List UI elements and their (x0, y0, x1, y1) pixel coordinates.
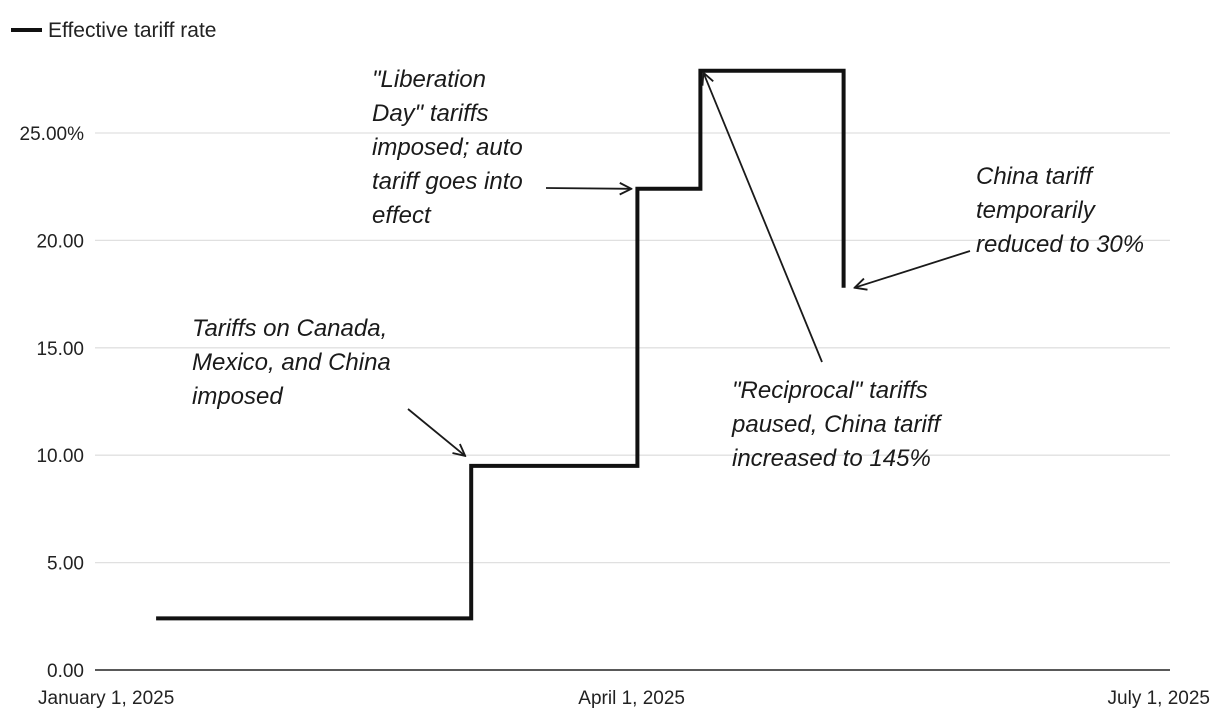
annotation: China tariff temporarily reduced to 30% (855, 163, 1144, 288)
annotation-line: tariff goes into (372, 168, 523, 195)
annotation-arrow (855, 250, 971, 288)
x-tick-label: April 1, 2025 (578, 688, 685, 709)
annotation-line: reduced to 30% (976, 231, 1144, 258)
annotation-line: effect (372, 202, 432, 229)
annotation-line: paused, China tariff (731, 411, 942, 438)
annotation-line: Day" tariffs (372, 100, 489, 127)
annotation-line: "Reciprocal" tariffs (732, 377, 928, 404)
y-tick-label: 5.00 (47, 554, 84, 575)
series-line (156, 68, 846, 621)
y-axis-ticks: 0.00 5.00 10.00 15.00 20.00 25.00% (20, 124, 85, 682)
annotation-arrow (703, 73, 823, 363)
annotation-text: Tariffs on Canada, Mexico, and China impos… (192, 315, 391, 410)
gridlines (95, 132, 1170, 564)
annotation: Tariffs on Canada, Mexico, and China impos… (192, 315, 465, 456)
annotation-line: imposed (192, 383, 283, 410)
annotation-line: China tariff (976, 163, 1094, 190)
annotation: "Liberation Day" tariffs imposed; auto tari… (372, 66, 631, 229)
annotation-line: temporarily (976, 197, 1097, 224)
y-tick-label: 0.00 (47, 661, 84, 682)
series-layer (156, 68, 846, 621)
annotation-arrow (545, 188, 631, 189)
y-tick-label: 25.00% (20, 124, 85, 145)
y-tick-label: 15.00 (36, 339, 84, 360)
legend: Effective tariff rate (11, 19, 216, 42)
annotation-text: "Liberation Day" tariffs imposed; auto tari… (372, 66, 523, 229)
y-tick-label: 10.00 (36, 446, 84, 467)
legend-label: Effective tariff rate (48, 19, 216, 42)
x-tick-label: July 1, 2025 (1108, 688, 1210, 709)
annotation: "Reciprocal" tariffs paused, China tariff… (703, 73, 942, 472)
annotation-text: China tariff temporarily reduced to 30% (976, 163, 1144, 258)
annotation-text: "Reciprocal" tariffs paused, China tariff… (731, 377, 942, 472)
annotation-line: Mexico, and China (192, 349, 391, 376)
annotations: Tariffs on Canada, Mexico, and China impos… (192, 66, 1144, 472)
annotation-line: "Liberation (372, 66, 486, 93)
x-axis-ticks: January 1, 2025 April 1, 2025 July 1, 2025 (38, 688, 1210, 709)
annotation-line: increased to 145% (732, 445, 931, 472)
y-tick-label: 20.00 (36, 231, 84, 252)
annotation-arrow (407, 408, 465, 456)
annotation-line: imposed; auto (372, 134, 523, 161)
annotation-line: Tariffs on Canada, (192, 315, 387, 342)
x-tick-label: January 1, 2025 (38, 688, 174, 709)
